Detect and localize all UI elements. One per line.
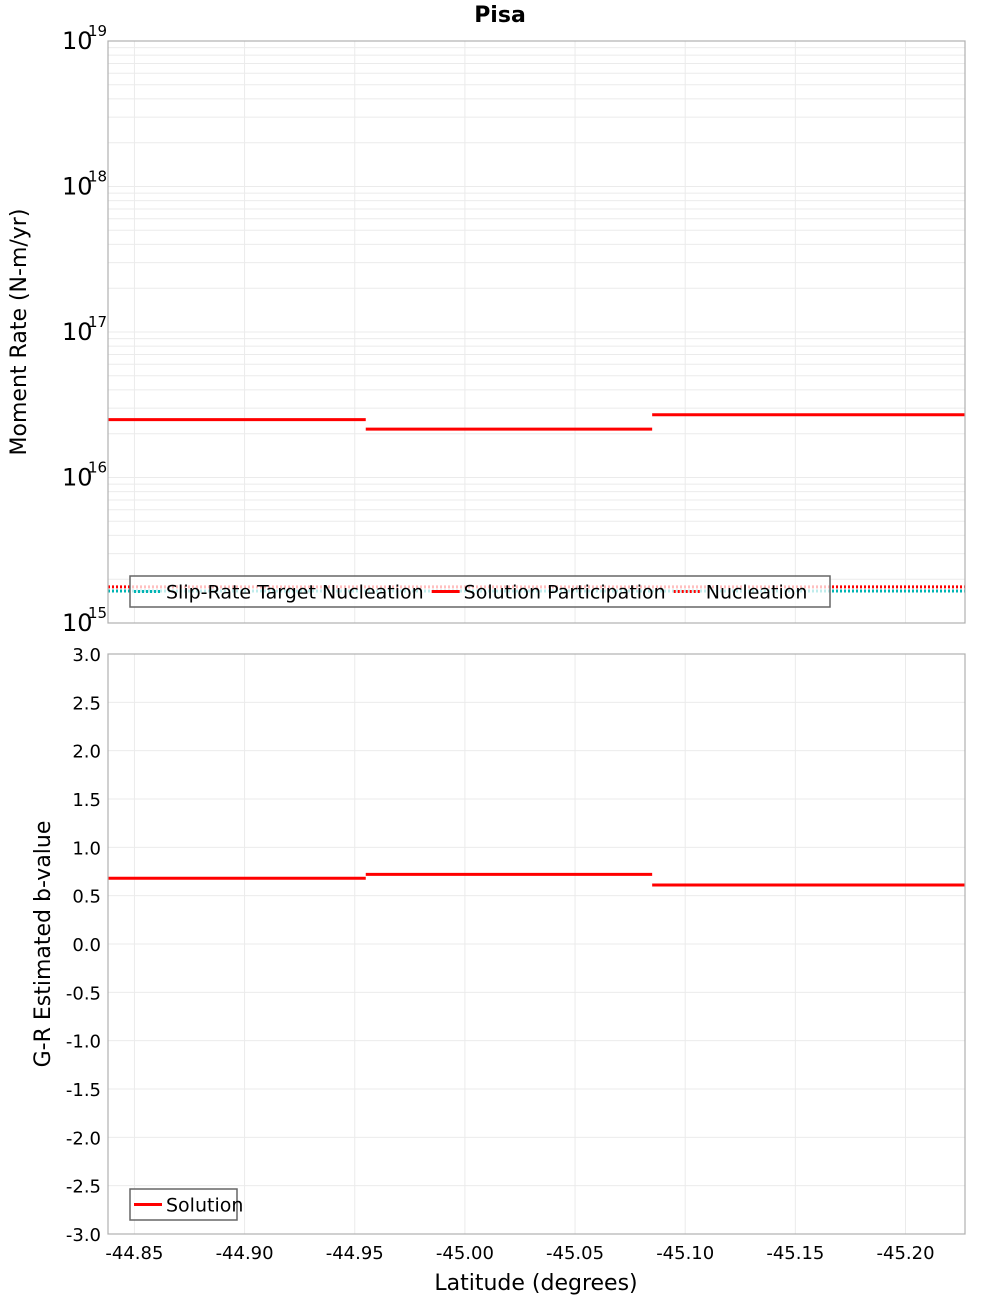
y-tick-label: -2.5: [66, 1177, 101, 1198]
y-tick-exponent: 15: [88, 604, 107, 622]
bottom-legend: Solution: [129, 1188, 243, 1221]
bottom-plot-frame: [107, 653, 966, 1235]
bottom-y-tick-labels: 3.0 2.5 2.0 1.5 1.0 0.5 0.0 -0.5 -1.0 -1.5 -2.0 -2.…: [66, 645, 101, 1246]
y-tick-exponent: 18: [88, 168, 107, 186]
y-tick-label: 10: [62, 173, 93, 201]
x-tick-label: -45.10: [656, 1243, 714, 1264]
x-tick-label: -45.20: [877, 1243, 935, 1264]
y-tick-label: 10: [62, 318, 93, 346]
chart-title: Pisa: [474, 3, 526, 28]
legend-label: Solution Participation: [464, 582, 666, 604]
top-gridlines: [108, 41, 965, 624]
top-y-axis-label: Moment Rate (N-m/yr): [7, 209, 32, 456]
y-tick-label: 1.0: [72, 838, 101, 859]
y-tick-label: 1.5: [72, 790, 101, 811]
x-tick-label: -45.00: [436, 1243, 494, 1264]
x-tick-label: -45.15: [766, 1243, 824, 1264]
x-tick-label: -45.05: [546, 1243, 604, 1264]
y-tick-exponent: 17: [88, 313, 107, 331]
y-tick-exponent: 16: [88, 459, 107, 477]
x-tick-labels: -44.85 -44.90 -44.95 -45.00 -45.05 -45.10 -45.…: [105, 1243, 934, 1264]
y-tick-label: 2.0: [72, 742, 101, 763]
legend-label: Slip-Rate Target Nucleation: [166, 582, 424, 604]
y-tick-label: 2.5: [72, 693, 101, 714]
y-tick-exponent: 19: [88, 22, 107, 40]
y-tick-label: -1.5: [66, 1080, 101, 1101]
y-tick-label: 3.0: [72, 645, 101, 666]
legend-label: Nucleation: [706, 582, 808, 604]
y-tick-label: -3.0: [66, 1225, 101, 1246]
top-plot-frame: [107, 40, 966, 624]
y-tick-label: -1.0: [66, 1032, 101, 1053]
y-tick-label: 10: [62, 609, 93, 637]
y-tick-label: 0.0: [72, 935, 101, 956]
b-value-panel: 3.0 2.5 2.0 1.5 1.0 0.5 0.0 -0.5 -1.0 -1.5 -2.0 -2.…: [31, 645, 966, 1246]
bottom-series: [108, 872, 965, 887]
y-tick-label: 0.5: [72, 887, 101, 908]
legend-box: [129, 575, 831, 608]
x-tick-label: -44.95: [326, 1243, 384, 1264]
x-tick-label: -44.90: [216, 1243, 274, 1264]
top-legend: Slip-Rate Target Nucleation Solution Part…: [129, 575, 831, 608]
y-tick-label: 10: [62, 464, 93, 492]
x-axis-label: Latitude (degrees): [434, 1271, 637, 1296]
legend-label: Solution: [166, 1195, 243, 1217]
bottom-gridlines: [108, 653, 965, 1235]
y-tick-label: -2.0: [66, 1128, 101, 1149]
top-series: [108, 413, 965, 593]
y-tick-label: 10: [62, 27, 93, 55]
bottom-y-axis-label: G-R Estimated b-value: [31, 821, 56, 1068]
y-tick-label: -0.5: [66, 983, 101, 1004]
x-tick-label: -44.85: [105, 1243, 163, 1264]
